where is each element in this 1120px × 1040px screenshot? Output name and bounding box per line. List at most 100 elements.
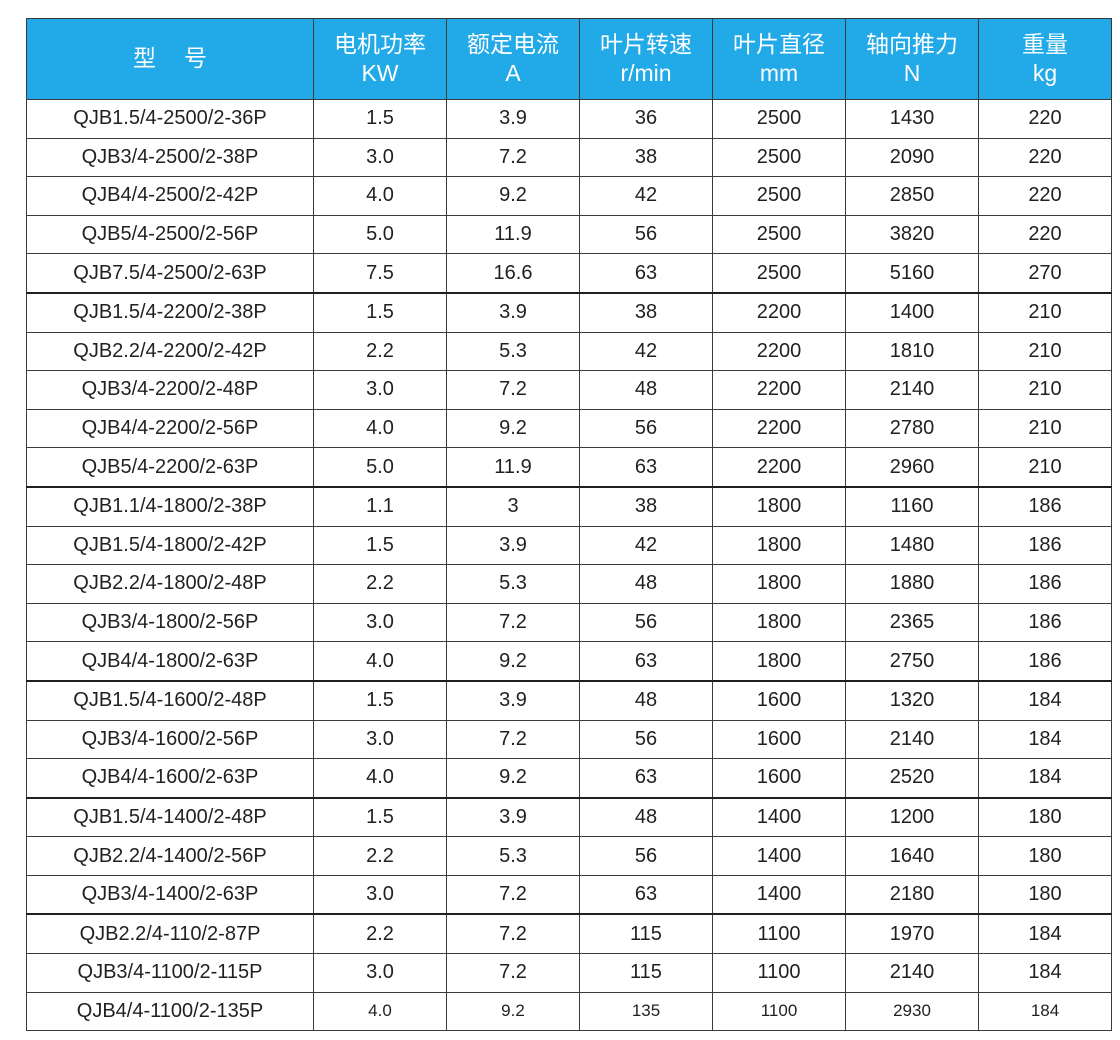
cell-model: QJB3/4-1100/2-115P [26,953,314,993]
cell-axial-thrust: 2780 [845,409,979,449]
cell-blade-speed: 63 [579,875,713,915]
cell-rated-current: 7.2 [446,953,580,993]
cell-blade-speed: 48 [579,370,713,410]
cell-rated-current: 3.9 [446,291,580,333]
cell-motor-power: 1.5 [313,291,447,333]
cell-axial-thrust: 1400 [845,291,979,333]
cell-model: QJB3/4-1400/2-63P [26,875,314,915]
cell-weight: 184 [978,758,1112,799]
cell-model: QJB1.5/4-1600/2-48P [26,679,314,721]
cell-axial-thrust: 2520 [845,758,979,799]
cell-axial-thrust: 1810 [845,332,979,372]
cell-blade-speed: 48 [579,564,713,604]
header-blade-diameter: 叶片直径 mm [712,18,846,100]
cell-rated-current: 11.9 [446,447,580,488]
cell-blade-diameter: 1100 [712,913,846,955]
table-row: QJB4/4-1600/2-63P 4.0 9.2 63 1600 2520 184 [26,758,1112,799]
cell-blade-speed: 56 [579,603,713,643]
cell-motor-power: 3.0 [313,875,447,915]
cell-rated-current: 3 [446,485,580,527]
cell-rated-current: 5.3 [446,836,580,876]
table-row: QJB4/4-2500/2-42P 4.0 9.2 42 2500 2850 220 [26,176,1112,216]
cell-model: QJB7.5/4-2500/2-63P [26,253,314,294]
cell-blade-speed: 63 [579,758,713,799]
cell-blade-diameter: 2500 [712,253,846,294]
header-rated-current: 额定电流 A [446,18,580,100]
cell-model: QJB2.2/4-1400/2-56P [26,836,314,876]
cell-weight: 210 [978,409,1112,449]
cell-blade-diameter: 2500 [712,215,846,255]
cell-model: QJB3/4-1600/2-56P [26,720,314,760]
cell-motor-power: 2.2 [313,332,447,372]
cell-blade-diameter: 2500 [712,138,846,178]
cell-model: QJB2.2/4-1800/2-48P [26,564,314,604]
cell-axial-thrust: 2930 [845,992,979,1032]
cell-rated-current: 7.2 [446,370,580,410]
cell-model: QJB4/4-1800/2-63P [26,641,314,682]
cell-weight: 180 [978,796,1112,838]
cell-weight: 186 [978,564,1112,604]
cell-axial-thrust: 2140 [845,953,979,993]
cell-motor-power: 7.5 [313,253,447,294]
cell-motor-power: 4.0 [313,992,447,1032]
cell-rated-current: 11.9 [446,215,580,255]
cell-motor-power: 5.0 [313,215,447,255]
cell-weight: 210 [978,291,1112,333]
cell-model: QJB3/4-1800/2-56P [26,603,314,643]
table-row: QJB3/4-2200/2-48P 3.0 7.2 48 2200 2140 210 [26,370,1112,410]
cell-axial-thrust: 1880 [845,564,979,604]
cell-blade-speed: 63 [579,447,713,488]
cell-rated-current: 7.2 [446,603,580,643]
cell-weight: 186 [978,641,1112,682]
cell-motor-power: 4.0 [313,641,447,682]
table-row: QJB1.1/4-1800/2-38P 1.1 3 38 1800 1160 186 [26,485,1112,527]
cell-model: QJB1.5/4-2200/2-38P [26,291,314,333]
cell-axial-thrust: 2365 [845,603,979,643]
cell-blade-speed: 115 [579,913,713,955]
table-header-row: 型号 电机功率 KW 额定电流 A 叶片转速 r/min 叶片直径 mm 轴向推力 N 重… [26,18,1112,100]
table-row: QJB3/4-1800/2-56P 3.0 7.2 56 1800 2365 186 [26,603,1112,643]
header-axial-thrust: 轴向推力 N [845,18,979,100]
cell-blade-diameter: 2500 [712,99,846,139]
cell-blade-speed: 56 [579,720,713,760]
cell-axial-thrust: 1320 [845,679,979,721]
cell-motor-power: 1.5 [313,99,447,139]
table-row: QJB3/4-1400/2-63P 3.0 7.2 63 1400 2180 180 [26,875,1112,915]
cell-weight: 180 [978,836,1112,876]
table-row: QJB2.2/4-1800/2-48P 2.2 5.3 48 1800 1880 186 [26,564,1112,604]
cell-weight: 186 [978,485,1112,527]
cell-blade-diameter: 1600 [712,679,846,721]
cell-weight: 270 [978,253,1112,294]
cell-blade-diameter: 1400 [712,875,846,915]
cell-blade-diameter: 1100 [712,953,846,993]
cell-motor-power: 2.2 [313,836,447,876]
table-row: QJB1.5/4-2200/2-38P 1.5 3.9 38 2200 1400 210 [26,291,1112,333]
cell-motor-power: 3.0 [313,953,447,993]
cell-model: QJB1.5/4-2500/2-36P [26,99,314,139]
cell-rated-current: 7.2 [446,720,580,760]
cell-weight: 220 [978,99,1112,139]
cell-axial-thrust: 3820 [845,215,979,255]
cell-blade-diameter: 1800 [712,526,846,566]
header-model: 型号 [26,18,314,100]
cell-blade-speed: 36 [579,99,713,139]
cell-model: QJB4/4-1100/2-135P [26,992,314,1032]
cell-rated-current: 9.2 [446,641,580,682]
cell-motor-power: 1.5 [313,796,447,838]
cell-rated-current: 9.2 [446,758,580,799]
cell-rated-current: 3.9 [446,526,580,566]
table-row: QJB5/4-2200/2-63P 5.0 11.9 63 2200 2960 210 [26,447,1112,488]
cell-blade-speed: 38 [579,138,713,178]
cell-rated-current: 3.9 [446,796,580,838]
table-row: QJB1.5/4-1800/2-42P 1.5 3.9 42 1800 1480 186 [26,526,1112,566]
cell-blade-diameter: 2200 [712,291,846,333]
cell-rated-current: 16.6 [446,253,580,294]
table-row: QJB3/4-1100/2-115P 3.0 7.2 115 1100 2140 184 [26,953,1112,993]
cell-rated-current: 5.3 [446,564,580,604]
cell-axial-thrust: 2960 [845,447,979,488]
cell-blade-speed: 56 [579,836,713,876]
cell-blade-diameter: 2500 [712,176,846,216]
table-row: QJB3/4-2500/2-38P 3.0 7.2 38 2500 2090 220 [26,138,1112,178]
cell-weight: 210 [978,332,1112,372]
cell-rated-current: 9.2 [446,176,580,216]
